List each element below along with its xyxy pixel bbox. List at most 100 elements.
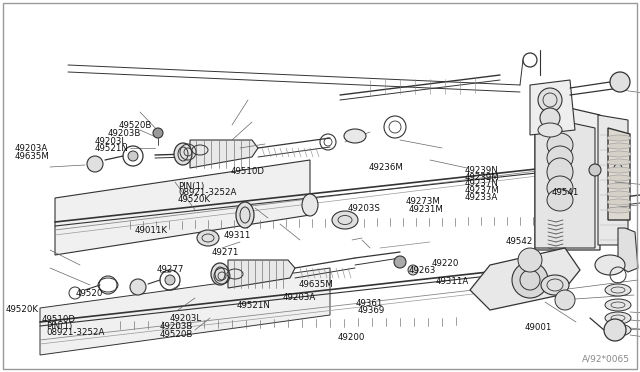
Text: 49277: 49277 (156, 265, 184, 274)
Circle shape (614, 164, 622, 172)
Text: 49203L: 49203L (170, 314, 202, 323)
Ellipse shape (547, 133, 573, 157)
Polygon shape (190, 140, 258, 168)
Ellipse shape (344, 129, 366, 143)
Ellipse shape (302, 194, 318, 216)
Circle shape (610, 72, 630, 92)
Ellipse shape (605, 312, 631, 324)
Polygon shape (598, 115, 628, 245)
Ellipse shape (607, 191, 631, 197)
Text: A/92*0065: A/92*0065 (582, 355, 630, 364)
Polygon shape (40, 268, 330, 355)
Text: 49239M: 49239M (465, 173, 499, 182)
Ellipse shape (236, 202, 254, 228)
Ellipse shape (607, 183, 631, 189)
Circle shape (130, 279, 146, 295)
Polygon shape (535, 100, 600, 250)
Text: 49542: 49542 (506, 237, 533, 246)
Ellipse shape (607, 175, 631, 181)
Ellipse shape (332, 211, 358, 229)
Text: 49520B: 49520B (160, 330, 193, 339)
Text: 49510D: 49510D (42, 315, 76, 324)
Ellipse shape (607, 167, 631, 173)
Circle shape (87, 156, 103, 172)
Text: 49520B: 49520B (118, 121, 152, 130)
Polygon shape (618, 228, 638, 272)
Text: 49271: 49271 (211, 248, 239, 257)
Text: 49203B: 49203B (160, 322, 193, 331)
Ellipse shape (595, 255, 625, 275)
Ellipse shape (607, 159, 631, 165)
Circle shape (555, 290, 575, 310)
Text: 49369: 49369 (357, 306, 385, 315)
Circle shape (512, 262, 548, 298)
Circle shape (165, 275, 175, 285)
Polygon shape (228, 260, 295, 288)
Ellipse shape (547, 158, 573, 186)
Text: PIN(1): PIN(1) (178, 182, 204, 190)
Text: 49203L: 49203L (95, 137, 127, 146)
Ellipse shape (605, 324, 631, 336)
Text: 49521N: 49521N (95, 144, 129, 153)
Text: 49311: 49311 (224, 231, 252, 240)
Circle shape (394, 256, 406, 268)
Ellipse shape (605, 284, 631, 296)
Text: 49203A: 49203A (14, 144, 47, 153)
Ellipse shape (607, 199, 631, 205)
Text: 49001: 49001 (525, 323, 552, 332)
Text: 49361: 49361 (356, 299, 383, 308)
Text: 49510D: 49510D (230, 167, 264, 176)
Circle shape (408, 265, 418, 275)
Text: 49541: 49541 (552, 188, 579, 197)
Circle shape (589, 164, 601, 176)
Ellipse shape (547, 176, 573, 200)
Circle shape (153, 128, 163, 138)
Text: 49521N: 49521N (237, 301, 271, 310)
Ellipse shape (541, 275, 569, 295)
Text: 49237N: 49237N (465, 179, 499, 188)
Text: 49203B: 49203B (108, 129, 141, 138)
Circle shape (518, 248, 542, 272)
Text: 49236M: 49236M (369, 163, 403, 172)
Text: 49635M: 49635M (299, 280, 333, 289)
Ellipse shape (197, 230, 219, 246)
Polygon shape (55, 160, 310, 255)
Ellipse shape (211, 263, 229, 285)
Polygon shape (535, 115, 595, 248)
Polygon shape (530, 80, 575, 135)
Text: 49200: 49200 (338, 333, 365, 341)
Text: 49233A: 49233A (465, 193, 498, 202)
Ellipse shape (607, 143, 631, 149)
Ellipse shape (547, 146, 573, 170)
Ellipse shape (538, 123, 562, 137)
Circle shape (128, 151, 138, 161)
Text: 49520K: 49520K (5, 305, 38, 314)
Text: 49231M: 49231M (408, 205, 443, 214)
Text: 49237M: 49237M (465, 186, 499, 195)
Text: 49011K: 49011K (134, 226, 168, 235)
Ellipse shape (607, 207, 631, 213)
Text: 49273M: 49273M (406, 198, 440, 206)
Text: 49203S: 49203S (348, 204, 380, 213)
Text: 08921-3252A: 08921-3252A (46, 328, 104, 337)
Circle shape (604, 319, 626, 341)
Polygon shape (608, 128, 630, 220)
Text: PIN(1): PIN(1) (46, 322, 72, 331)
Ellipse shape (607, 135, 631, 141)
Text: 49220: 49220 (431, 259, 459, 267)
Ellipse shape (547, 189, 573, 211)
Text: 49239N: 49239N (465, 166, 499, 175)
Text: 49263: 49263 (408, 266, 436, 275)
Polygon shape (470, 248, 580, 310)
Circle shape (538, 88, 562, 112)
Text: 49520: 49520 (76, 289, 103, 298)
Text: 49520K: 49520K (178, 195, 211, 204)
Text: 49203A: 49203A (283, 293, 316, 302)
Ellipse shape (174, 143, 192, 165)
Ellipse shape (605, 299, 631, 311)
Text: 08921-3252A: 08921-3252A (178, 188, 236, 197)
Ellipse shape (607, 151, 631, 157)
Text: 49311A: 49311A (435, 278, 468, 286)
Text: 49635M: 49635M (14, 152, 49, 161)
Circle shape (540, 108, 560, 128)
